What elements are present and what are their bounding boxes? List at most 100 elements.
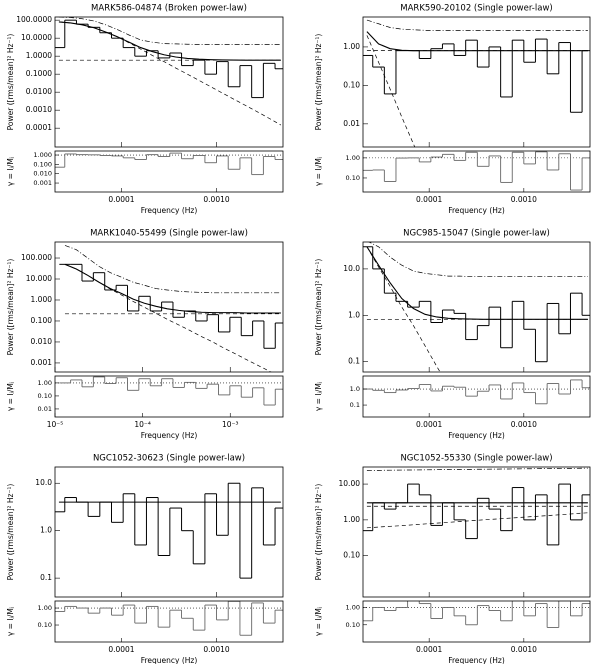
x-axis-label: Frequency (Hz) [448, 206, 505, 215]
ratio-axis-label: γ = Iⱼ/Mⱼ [314, 382, 323, 411]
y-tick-label: 1.0 [40, 526, 52, 535]
x-axis-label: Frequency (Hz) [141, 431, 198, 440]
y-tick-label: 0.1000 [26, 69, 52, 78]
y-axis-label: Power ([rms/mean]² Hz⁻¹) [314, 484, 323, 581]
y-tick-label: 0.01 [343, 119, 360, 128]
y-tick-label: 10.0 [35, 478, 52, 487]
x-tick-label: 0.0001 [416, 645, 442, 654]
ratio-tick-label: 0.001 [33, 179, 52, 187]
y-axis-label: Power ([rms/mean]² Hz⁻¹) [6, 34, 15, 131]
ratio-axis-label: γ = Iⱼ/Mⱼ [6, 382, 15, 411]
y-tick-label: 10.0 [343, 264, 360, 273]
plot-frame [54, 466, 284, 598]
main-plot [363, 467, 590, 546]
y-tick-label: 0.10 [343, 551, 360, 560]
x-tick-label: 0.0010 [511, 420, 537, 429]
y-axis-label: Power ([rms/mean]² Hz⁻¹) [314, 259, 323, 356]
ratio-axis-label: γ = Iⱼ/Mⱼ [314, 157, 323, 186]
plot-frame [362, 466, 591, 598]
ratio-plot [363, 379, 590, 405]
main-plot [363, 242, 590, 372]
ratio-tick-label: 0.10 [38, 621, 52, 629]
x-tick-label: 0.0010 [203, 195, 229, 204]
x-tick-label: 0.0010 [203, 645, 229, 654]
panel-title: MARK590-20102 (Single power-law) [400, 4, 552, 14]
ratio-plot [363, 151, 590, 191]
model-solid [366, 246, 588, 320]
ratio-tick-label: 0.100 [33, 160, 52, 168]
y-tick-label: 10.00 [339, 479, 361, 488]
ratio-frame [54, 375, 284, 418]
y-tick-label: 100.000 [21, 253, 52, 262]
main-plot [363, 19, 590, 147]
y-axis-label: Power ([rms/mean]² Hz⁻¹) [6, 259, 15, 356]
y-tick-label: 10.000 [26, 274, 52, 283]
y-tick-label: 0.0010 [26, 105, 52, 114]
y-tick-label: 0.001 [31, 358, 53, 367]
ratio-tick-label: 0.10 [38, 392, 52, 400]
y-axis-label: Power ([rms/mean]² Hz⁻¹) [6, 484, 15, 581]
ratio-frame [362, 150, 591, 193]
ratio-tick-label: 1.00 [346, 604, 360, 612]
model-dashed [366, 512, 588, 529]
ratio-tick-label: 0.10 [346, 621, 360, 629]
x-tick-label: 0.0001 [416, 420, 442, 429]
x-axis-label: Frequency (Hz) [141, 206, 198, 215]
ratio-tick-label: 0.010 [33, 170, 52, 178]
y-tick-label: 0.1 [40, 573, 52, 582]
x-tick-label: 0.0001 [416, 195, 442, 204]
model-dashdot [368, 242, 588, 278]
main-plot [55, 17, 283, 126]
ratio-frame [362, 600, 591, 643]
y-tick-label: 0.100 [31, 316, 53, 325]
model-dashed [366, 35, 416, 147]
x-tick-label: 0.0001 [108, 645, 134, 654]
ratio-plot [55, 601, 283, 636]
plot-frame [54, 16, 284, 148]
main-plot [59, 245, 283, 372]
plot-frame [362, 241, 591, 373]
y-tick-label: 0.0001 [26, 123, 52, 132]
ratio-tick-label: 0.1 [350, 401, 360, 409]
ratio-frame [362, 375, 591, 418]
model-dashed [58, 21, 282, 126]
main-plot [55, 482, 283, 579]
model-dashdot [366, 467, 588, 471]
ratio-plot [55, 152, 283, 176]
x-tick-label: 10⁻³ [222, 420, 239, 429]
ratio-tick-label: 1.00 [38, 379, 52, 387]
model-dashed [64, 264, 272, 372]
x-tick-label: 0.0010 [511, 195, 537, 204]
y-tick-label: 0.1 [348, 357, 360, 366]
model-dashdot [64, 245, 281, 294]
x-tick-label: 0.0001 [108, 195, 134, 204]
ratio-tick-label: 1.000 [33, 151, 52, 159]
y-tick-label: 10.0000 [21, 33, 52, 42]
ratio-tick-label: 1.00 [38, 604, 52, 612]
ratio-frame [54, 600, 284, 643]
y-tick-label: 100.0000 [16, 15, 52, 24]
plot-frame [362, 16, 591, 148]
ratio-plot [363, 601, 590, 628]
y-tick-label: 1.00 [343, 42, 360, 51]
x-tick-label: 0.0010 [511, 645, 537, 654]
y-axis-label: Power ([rms/mean]² Hz⁻¹) [314, 34, 323, 131]
ratio-tick-label: 1.0 [350, 385, 360, 393]
y-tick-label: 1.0000 [26, 51, 52, 60]
y-tick-label: 0.10 [343, 80, 360, 89]
x-axis-label: Frequency (Hz) [141, 656, 198, 664]
x-axis-label: Frequency (Hz) [448, 656, 505, 664]
panel-title: NGC985-15047 (Single power-law) [403, 229, 550, 239]
model-dashdot [58, 17, 281, 45]
panel-title: MARK1040-55499 (Single power-law) [90, 229, 248, 239]
ratio-tick-label: 1.00 [346, 154, 360, 162]
x-tick-label: 10⁻⁵ [47, 420, 64, 429]
y-tick-label: 1.0 [348, 310, 360, 319]
y-tick-label: 0.0100 [26, 87, 52, 96]
model-dashdot [366, 19, 588, 31]
model-dashed [366, 246, 441, 372]
panel-title: NGC1052-55330 (Single power-law) [400, 454, 552, 464]
ratio-axis-label: γ = Iⱼ/Mⱼ [6, 607, 15, 636]
x-tick-label: 10⁻⁴ [134, 420, 151, 429]
